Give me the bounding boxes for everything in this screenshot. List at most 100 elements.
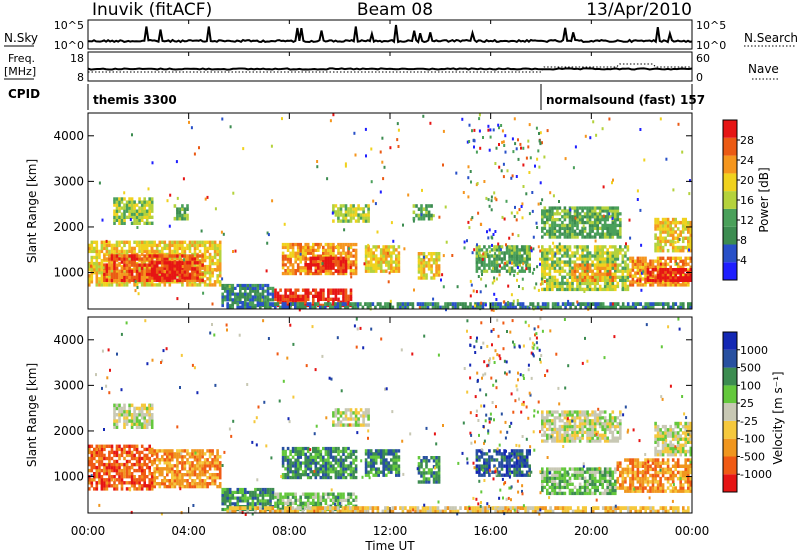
data-cell xyxy=(614,251,617,255)
data-cell xyxy=(148,450,151,455)
data-cell xyxy=(543,220,547,225)
data-cell xyxy=(173,267,177,271)
noise-cell xyxy=(589,235,592,238)
data-cell xyxy=(553,220,557,225)
data-cell xyxy=(188,243,192,248)
data-cell xyxy=(306,294,310,298)
data-cell xyxy=(566,302,570,306)
data-cell xyxy=(379,257,383,261)
data-cell xyxy=(541,220,544,225)
data-cell xyxy=(153,449,156,453)
data-cell xyxy=(284,495,287,499)
data-cell xyxy=(133,462,136,467)
data-cell xyxy=(276,297,280,301)
data-cell xyxy=(659,256,662,260)
data-cell xyxy=(153,270,156,274)
data-cell xyxy=(98,481,101,485)
data-cell xyxy=(339,259,343,264)
data-cell xyxy=(226,505,229,509)
data-cell xyxy=(671,256,675,260)
data-cell xyxy=(374,254,378,258)
data-cell xyxy=(153,283,156,287)
data-cell xyxy=(234,292,237,296)
data-cell xyxy=(626,305,630,310)
data-cell xyxy=(679,259,682,263)
noise-cell xyxy=(517,234,520,238)
data-cell xyxy=(125,459,129,464)
data-cell xyxy=(621,281,625,286)
noise-cell xyxy=(514,205,516,209)
data-cell xyxy=(223,283,227,288)
data-cell xyxy=(168,278,172,282)
data-cell xyxy=(123,450,126,455)
data-cell xyxy=(586,215,589,219)
data-cell xyxy=(234,298,237,302)
data-cell xyxy=(155,464,159,468)
data-cell xyxy=(113,450,116,455)
noise-cell xyxy=(318,245,321,249)
data-cell xyxy=(213,246,217,251)
data-cell xyxy=(334,259,338,264)
noise-cell xyxy=(514,142,517,146)
data-cell xyxy=(684,217,687,222)
data-cell xyxy=(110,475,114,479)
data-cell xyxy=(113,422,116,426)
data-cell xyxy=(191,240,194,244)
data-cell xyxy=(546,248,549,252)
data-cell xyxy=(583,278,587,282)
data-cell xyxy=(145,456,149,461)
data-cell xyxy=(598,206,602,210)
data-cell xyxy=(191,283,194,287)
data-cell xyxy=(138,413,141,417)
data-cell xyxy=(103,478,106,482)
data-cell xyxy=(382,257,385,261)
data-cell xyxy=(619,278,622,282)
data-cell xyxy=(206,268,209,272)
data-cell xyxy=(591,254,594,258)
data-cell xyxy=(346,305,350,310)
data-cell xyxy=(689,248,693,253)
data-cell xyxy=(536,305,540,310)
data-cell xyxy=(621,269,625,273)
data-cell xyxy=(299,501,302,505)
data-cell xyxy=(641,277,645,281)
data-cell xyxy=(571,278,574,282)
data-cell xyxy=(118,406,121,411)
data-cell xyxy=(163,458,167,462)
data-cell xyxy=(606,229,609,233)
data-cell xyxy=(133,254,136,258)
data-cell xyxy=(578,263,582,267)
data-cell xyxy=(322,266,325,270)
data-cell xyxy=(198,249,202,254)
data-cell xyxy=(576,212,579,216)
data-cell xyxy=(90,240,94,244)
data-cell xyxy=(495,257,499,261)
data-cell xyxy=(619,226,622,230)
data-cell xyxy=(543,257,547,261)
data-cell xyxy=(153,467,156,471)
data-cell xyxy=(426,305,430,310)
data-cell xyxy=(576,209,579,213)
data-cell xyxy=(352,254,355,258)
data-cell xyxy=(553,278,557,282)
data-cell xyxy=(128,249,131,254)
data-cell xyxy=(374,257,378,261)
data-cell xyxy=(475,251,479,255)
data-cell xyxy=(583,287,587,292)
data-cell xyxy=(289,498,292,502)
data-cell xyxy=(166,461,169,465)
data-cell xyxy=(656,270,660,274)
noise-cell xyxy=(532,235,535,239)
data-cell xyxy=(93,475,96,479)
data-cell xyxy=(684,245,687,250)
data-cell xyxy=(601,302,605,306)
data-cell xyxy=(90,453,94,458)
data-cell xyxy=(203,274,207,278)
data-cell xyxy=(166,264,169,268)
data-cell xyxy=(556,223,559,228)
data-cell xyxy=(153,273,156,277)
data-cell xyxy=(161,276,164,280)
noise-cell xyxy=(538,139,541,143)
data-cell xyxy=(143,447,146,452)
noise-cell xyxy=(105,239,108,243)
